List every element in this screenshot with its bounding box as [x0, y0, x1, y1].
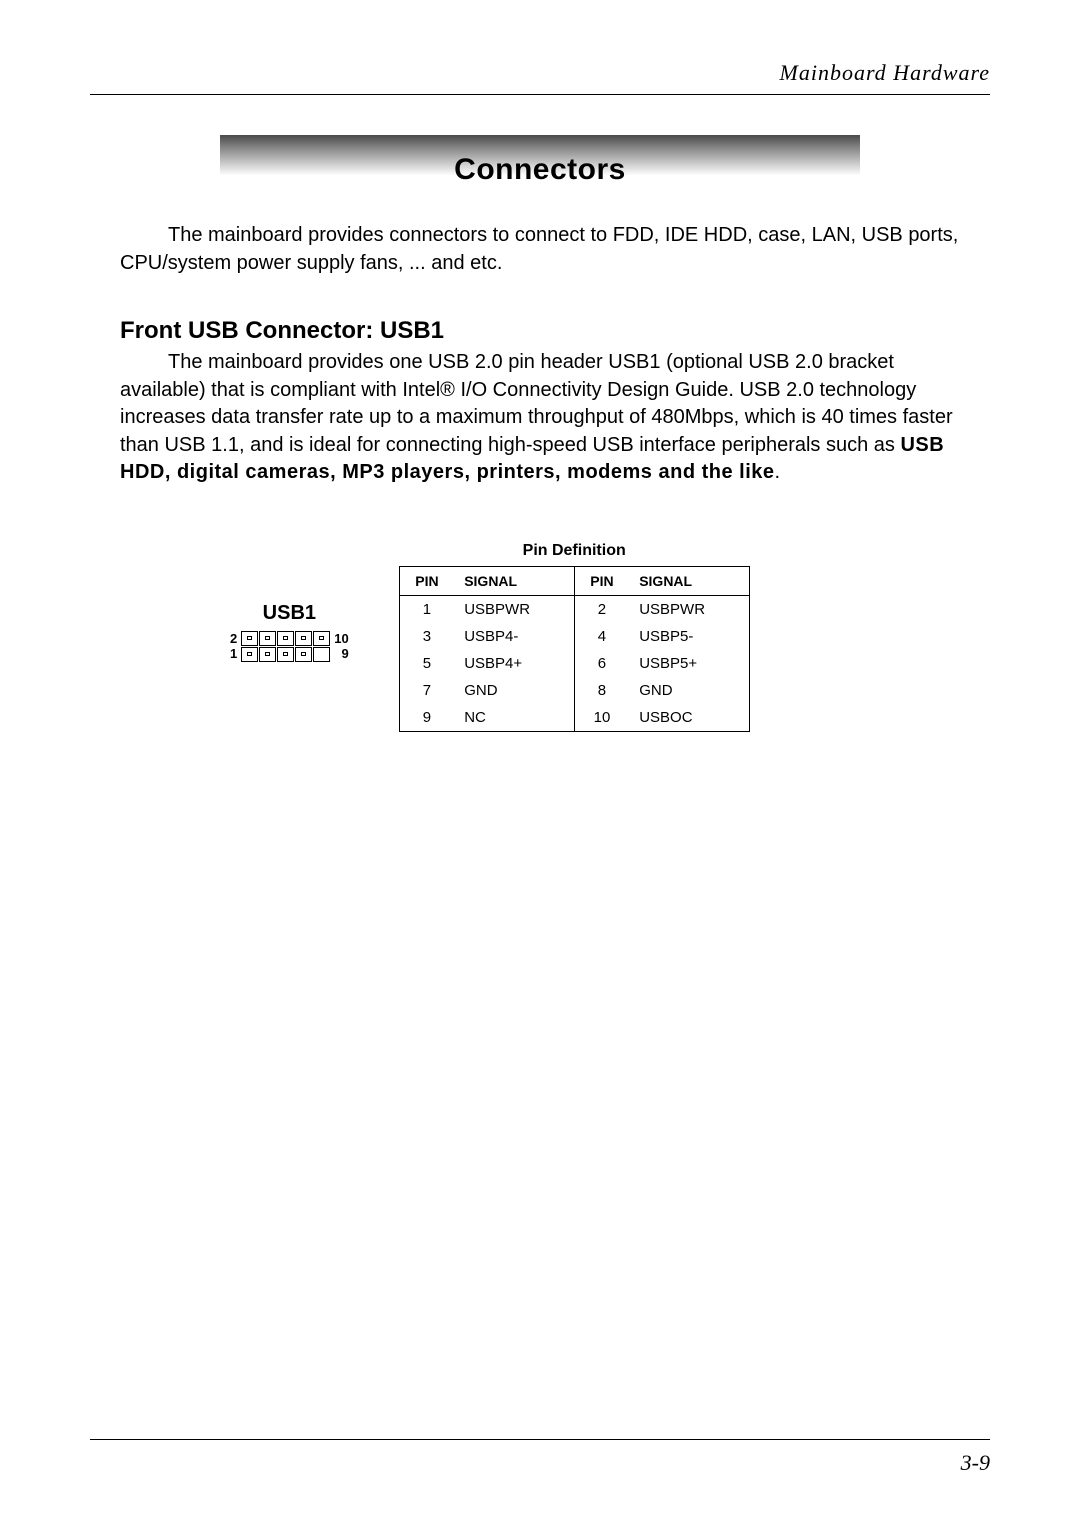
left-pin-numbers: 2 1: [230, 631, 237, 661]
pin-num-top-right: 10: [334, 631, 348, 646]
cell-signal: GND: [629, 677, 749, 704]
cell-signal: USBOC: [629, 704, 749, 732]
pin-cell: [295, 631, 312, 646]
th-pin-a: PIN: [399, 566, 454, 595]
cell-pin: 10: [574, 704, 629, 732]
header-rule: [90, 94, 990, 95]
pin-cell: [277, 647, 294, 662]
pin-dot: [301, 636, 306, 640]
bold-term: MP3 players: [342, 461, 464, 483]
cell-pin: 1: [399, 595, 454, 623]
para-period: .: [775, 461, 781, 483]
cell-pin: 9: [399, 704, 454, 732]
page: Mainboard Hardware Connectors The mainbo…: [0, 0, 1080, 782]
cell-signal: USBP5-: [629, 623, 749, 650]
table-row: 5USBP4+6USBP5+: [399, 650, 749, 677]
section-banner: Connectors: [220, 135, 860, 193]
pin-dot: [301, 652, 306, 656]
pin-cell: [295, 647, 312, 662]
table-row: 9NC10USBOC: [399, 704, 749, 732]
pin-grid: [241, 631, 330, 662]
pin-cell: [259, 647, 276, 662]
th-signal-b: SIGNAL: [629, 566, 749, 595]
cell-signal: USBPWR: [629, 595, 749, 623]
cell-pin: 7: [399, 677, 454, 704]
right-pin-numbers: 10 9: [334, 631, 348, 661]
cell-pin: 2: [574, 595, 629, 623]
th-signal-a: SIGNAL: [454, 566, 574, 595]
pin-definition-table-wrap: Pin Definition PIN SIGNAL PIN SIGNAL 1US…: [399, 542, 750, 732]
table-caption: Pin Definition: [399, 542, 750, 560]
cell-signal: GND: [454, 677, 574, 704]
content-block: Connectors The mainboard provides connec…: [90, 135, 990, 732]
cell-pin: 6: [574, 650, 629, 677]
pin-header-diagram: USB1 2 1 10 9: [230, 542, 349, 662]
pin-dot: [283, 636, 288, 640]
pin-dot: [247, 636, 252, 640]
table-row: 7GND8GND: [399, 677, 749, 704]
bold-term: modems and the like: [567, 461, 774, 483]
cell-signal: USBP5+: [629, 650, 749, 677]
footer: 3-9: [90, 1439, 990, 1476]
table-row: 1USBPWR2USBPWR: [399, 595, 749, 623]
cell-signal: NC: [454, 704, 574, 732]
pin-dot: [265, 652, 270, 656]
pin-dot: [283, 652, 288, 656]
pin-grid-wrap: 2 1 10 9: [230, 631, 349, 662]
pin-cell: [259, 631, 276, 646]
pin-dot: [265, 636, 270, 640]
pin-num-bottom-right: 9: [334, 646, 348, 661]
cell-pin: 3: [399, 623, 454, 650]
cell-signal: USBP4+: [454, 650, 574, 677]
bold-term: digital cameras: [177, 461, 330, 483]
th-pin-b: PIN: [574, 566, 629, 595]
footer-rule: [90, 1439, 990, 1440]
cell-signal: USBP4-: [454, 623, 574, 650]
table-row: 3USBP4-4USBP5-: [399, 623, 749, 650]
pin-cell: [313, 647, 330, 662]
table-header-row: PIN SIGNAL PIN SIGNAL: [399, 566, 749, 595]
pin-dot: [247, 652, 252, 656]
intro-paragraph: The mainboard provides connectors to con…: [120, 221, 960, 277]
cell-pin: 5: [399, 650, 454, 677]
para-prefix: The mainboard provides one USB 2.0 pin h…: [120, 351, 953, 456]
chapter-header: Mainboard Hardware: [90, 60, 990, 86]
pin-num-top-left: 2: [230, 631, 237, 646]
pin-num-bottom-left: 1: [230, 646, 237, 661]
cell-pin: 8: [574, 677, 629, 704]
subsection-heading: Front USB Connector: USB1: [120, 317, 960, 345]
figure-row: USB1 2 1 10 9 Pin Definition: [120, 542, 960, 732]
page-number: 3-9: [90, 1450, 990, 1476]
pin-dot: [319, 636, 324, 640]
subsection-paragraph: The mainboard provides one USB 2.0 pin h…: [120, 349, 960, 487]
diagram-label: USB1: [230, 602, 349, 625]
pin-cell: [277, 631, 294, 646]
cell-pin: 4: [574, 623, 629, 650]
pin-cell: [241, 631, 258, 646]
cell-signal: USBPWR: [454, 595, 574, 623]
pin-cell: [241, 647, 258, 662]
pin-definition-table: PIN SIGNAL PIN SIGNAL 1USBPWR2USBPWR3USB…: [399, 566, 750, 732]
pin-cell: [313, 631, 330, 646]
banner-title: Connectors: [454, 141, 626, 187]
bold-term: printers: [477, 461, 555, 483]
